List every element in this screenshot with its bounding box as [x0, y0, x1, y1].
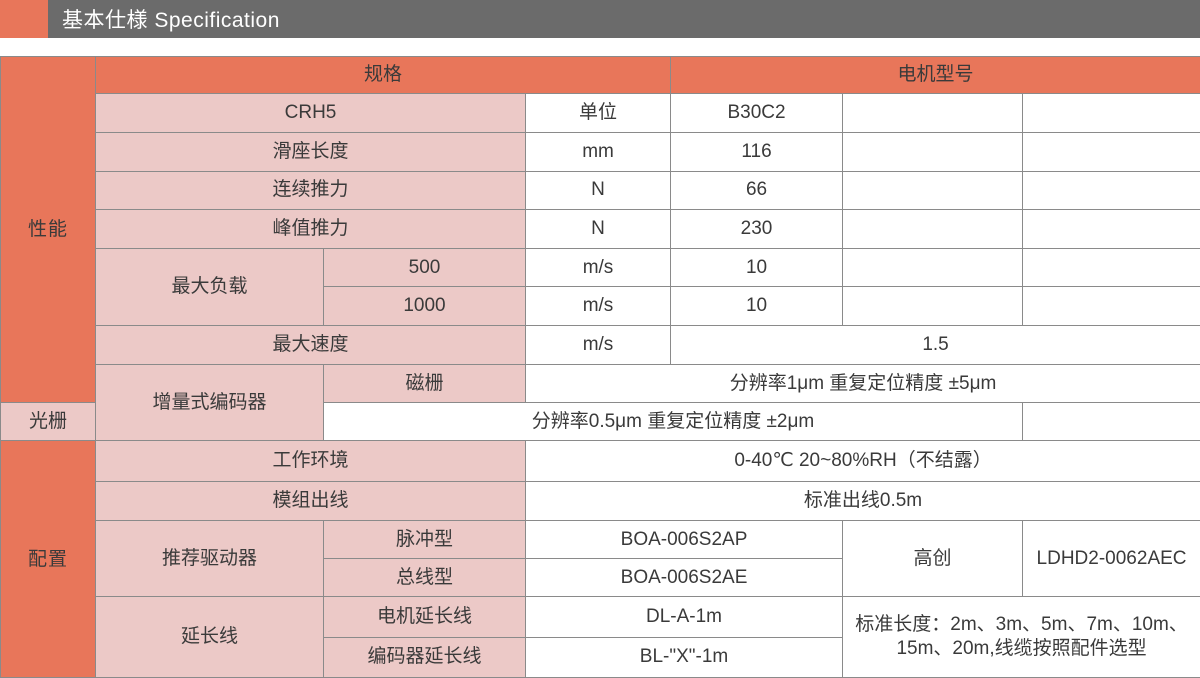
row-label: 最大速度 — [95, 324, 526, 365]
row-value-1: BL-"X"-1m — [524, 636, 844, 678]
driver-model: LDHD2-0062AEC — [1022, 519, 1200, 598]
table-row: 最大负载 500 m/s 10 — [1, 248, 1200, 326]
row-label: 增量式编码器 — [95, 363, 324, 442]
row-value-3 — [1022, 286, 1200, 326]
row-value-span: 分辨率1μm 重复定位精度 ±5μm — [524, 363, 1200, 404]
row-value-1: 66 — [670, 170, 844, 210]
table-row: 最大速度 m/s 1.5 — [1, 324, 1200, 365]
table-row: 光栅 分辨率0.5μm 重复定位精度 ±2μm — [0, 402, 1200, 442]
table-row: CRH5 单位 B30C2 — [1, 93, 1200, 134]
page-banner: 基本仕様 Specification — [0, 0, 1200, 38]
row-unit: m/s — [524, 286, 672, 326]
section-label-configuration: 配置 — [0, 440, 96, 678]
table-row: 滑座长度 mm 116 — [1, 132, 1200, 172]
row-value-1: BOA-006S2AP — [524, 519, 844, 560]
row-value-1: B30C2 — [670, 93, 844, 134]
table-header-row: 性能 规格 电机型号 — [0, 55, 1200, 404]
row-unit: mm — [524, 132, 672, 172]
row-value-3 — [1022, 208, 1200, 250]
table-row: 1000 m/s 10 — [1, 286, 1200, 326]
row-value-span: 分辨率0.5μm 重复定位精度 ±2μm — [322, 402, 1024, 442]
row-sublabel: 编码器延长线 — [323, 636, 526, 678]
row-unit: m/s — [524, 324, 672, 365]
row-value-2 — [842, 208, 1024, 250]
row-label: 延长线 — [95, 596, 324, 678]
table-row: 编码器延长线 BL-"X"-1m — [1, 636, 1200, 678]
row-value-1: 10 — [670, 286, 844, 326]
table-row: 配置 工作环境 0-40℃ 20~80%RH（不结露） — [0, 440, 1200, 678]
header-motor-model: 电机型号 — [670, 55, 1200, 95]
row-value-2 — [842, 170, 1024, 210]
row-sublabel: 1000 — [323, 286, 526, 326]
table-row: 增量式编码器 磁栅 分辨率1μm 重复定位精度 ±5μm — [1, 363, 1200, 442]
row-label: 模组出线 — [95, 480, 526, 521]
row-value-3 — [1022, 132, 1200, 172]
row-value-2 — [842, 286, 1024, 326]
row-unit: N — [524, 170, 672, 210]
row-value-2 — [842, 93, 1024, 134]
row-sublabel: 电机延长线 — [323, 596, 526, 638]
row-value-1: DL-A-1m — [524, 596, 844, 638]
row-label: 推荐驱动器 — [95, 519, 324, 598]
row-sublabel: 脉冲型 — [323, 519, 526, 560]
section-label-performance: 性能 — [0, 55, 96, 404]
row-value-1: 10 — [670, 248, 844, 288]
table-row: 延长线 电机延长线 DL-A-1m 标准长度：2m、3m、5m、7m、10m、1… — [1, 596, 1200, 678]
row-label: CRH5 — [95, 93, 526, 134]
cable-length-note: 标准长度：2m、3m、5m、7m、10m、15m、20m,线缆按照配件选型 — [842, 596, 1200, 678]
row-unit: N — [524, 208, 672, 250]
row-label: 滑座长度 — [95, 132, 526, 172]
table-row: 推荐驱动器 脉冲型 BOA-006S2AP 高创 LDHD2-0062AEC — [1, 519, 1200, 598]
row-sublabel: 总线型 — [323, 558, 526, 598]
row-label: 最大负载 — [95, 248, 324, 326]
row-value-1: 230 — [670, 208, 844, 250]
specification-table: 性能 规格 电机型号 CRH5 单位 B30C2 滑座长度 mm 116 连续推… — [0, 55, 1200, 678]
row-value-2 — [842, 248, 1024, 288]
table-row: 模组出线 标准出线0.5m — [1, 480, 1200, 521]
driver-brand: 高创 — [842, 519, 1024, 598]
row-label: 连续推力 — [95, 170, 526, 210]
row-label: 峰值推力 — [95, 208, 526, 250]
row-sublabel: 500 — [323, 248, 526, 288]
page-title: 基本仕様 Specification — [62, 9, 280, 32]
row-value-2 — [842, 132, 1024, 172]
row-sublabel: 磁栅 — [323, 363, 526, 404]
row-value-3 — [1022, 170, 1200, 210]
row-label: 工作环境 — [95, 440, 526, 482]
header-spec: 规格 — [94, 55, 672, 95]
row-value-span: 0-40℃ 20~80%RH（不结露） — [524, 440, 1200, 482]
table-row: 总线型 BOA-006S2AE — [1, 558, 1200, 598]
table-row: 连续推力 N 66 — [1, 170, 1200, 210]
row-value-1: 116 — [670, 132, 844, 172]
row-value-3 — [1022, 93, 1200, 134]
row-value-3 — [1022, 248, 1200, 288]
row-value-1: BOA-006S2AE — [524, 558, 844, 598]
specification-table-wrapper: 性能 规格 电机型号 CRH5 单位 B30C2 滑座长度 mm 116 连续推… — [0, 55, 1200, 678]
row-value-span: 标准出线0.5m — [524, 480, 1200, 521]
banner-accent-swatch — [0, 0, 48, 38]
table-row: 峰值推力 N 230 — [1, 208, 1200, 250]
row-unit: 单位 — [524, 93, 672, 134]
banner-bar: 基本仕様 Specification — [48, 0, 1200, 38]
row-unit: m/s — [524, 248, 672, 288]
row-sublabel: 光栅 — [0, 402, 96, 442]
row-value-span: 1.5 — [670, 324, 1200, 365]
